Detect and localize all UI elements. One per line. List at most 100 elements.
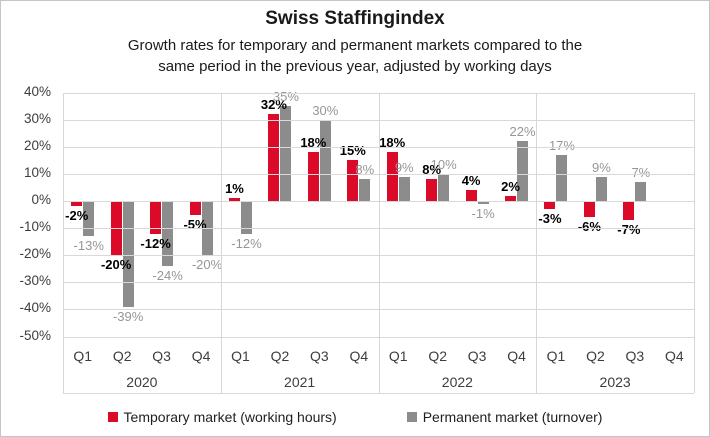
data-label-permanent: 9% [394, 159, 414, 175]
bar-permanent [477, 201, 489, 204]
bar-permanent [635, 182, 647, 201]
data-label-temporary: -12% [140, 235, 171, 251]
x-year-label: 2022 [441, 374, 473, 390]
x-quarter-label: Q4 [507, 348, 526, 364]
bar-temporary [465, 190, 477, 201]
bar-permanent [162, 201, 174, 267]
x-quarter-label: Q1 [231, 348, 250, 364]
bar-temporary [150, 201, 162, 234]
data-label-permanent: 10% [430, 156, 457, 172]
x-quarter-label: Q1 [73, 348, 93, 364]
data-label-permanent: -1% [471, 205, 495, 221]
bar-permanent [517, 141, 529, 201]
x-quarter-label: Q2 [586, 348, 605, 364]
data-label-temporary: -6% [577, 219, 601, 235]
data-label-temporary: 1% [225, 181, 244, 197]
bar-temporary [268, 114, 280, 201]
bar-permanent [556, 154, 568, 201]
bar-temporary [189, 201, 201, 215]
bar-temporary [623, 201, 635, 220]
data-label-temporary: 4% [461, 173, 481, 189]
data-label-permanent: -20% [191, 257, 223, 273]
legend-item-permanent: Permanent market (turnover) [406, 409, 603, 425]
data-label-permanent: -13% [73, 238, 104, 254]
bar-temporary [307, 152, 319, 201]
data-label-permanent: -12% [231, 235, 262, 251]
bar-temporary [426, 179, 438, 201]
data-label-permanent: 22% [509, 124, 536, 140]
y-tick-label: -50% [19, 327, 51, 343]
bar-temporary [228, 198, 240, 201]
x-quarter-label: Q4 [349, 348, 369, 364]
data-label-permanent: 8% [355, 162, 375, 178]
x-year-label: 2021 [284, 374, 316, 390]
x-quarter-label: Q4 [191, 348, 211, 364]
axis-table-bottom-border [63, 393, 694, 394]
y-tick-label: -10% [19, 219, 51, 235]
bar-temporary [386, 152, 398, 201]
data-label-permanent: -24% [152, 268, 183, 284]
data-label-temporary: -3% [538, 211, 562, 227]
data-label-temporary: 18% [379, 135, 406, 151]
chart-title: Swiss Staffingindex [265, 8, 445, 29]
bar-temporary [71, 201, 83, 207]
data-label-temporary: -7% [617, 221, 641, 237]
chart-subtitle-line1: Growth rates for temporary and permanent… [127, 37, 583, 54]
x-quarter-label: Q3 [625, 348, 645, 364]
x-quarter-label: Q3 [467, 348, 487, 364]
y-tick-label: -40% [19, 300, 51, 316]
x-quarter-label: Q2 [270, 348, 290, 364]
data-label-temporary: 32% [260, 97, 287, 113]
data-label-permanent: 9% [592, 159, 611, 175]
bar-permanent [595, 176, 607, 201]
legend-label: Temporary market (working hours) [123, 409, 337, 425]
legend-swatch-temporary-icon [107, 412, 118, 422]
y-tick-label: -30% [19, 273, 51, 289]
data-label-temporary: 2% [501, 178, 520, 194]
year-separator-line [378, 92, 380, 393]
data-label-permanent: 17% [548, 137, 575, 153]
bar-permanent [319, 119, 331, 201]
bar-temporary [583, 201, 595, 218]
bar-temporary [544, 201, 556, 210]
bar-permanent [240, 201, 252, 234]
data-label-temporary: -5% [183, 216, 207, 232]
legend-label: Permanent market (turnover) [422, 409, 603, 425]
bar-temporary [347, 160, 359, 201]
data-label-permanent: -39% [112, 308, 144, 324]
year-separator-line [63, 92, 64, 393]
x-quarter-label: Q3 [152, 348, 171, 364]
bar-permanent [398, 176, 410, 201]
data-label-temporary: 8% [422, 162, 442, 178]
y-tick-label: 20% [23, 137, 51, 153]
year-separator-line [536, 92, 538, 393]
bar-permanent [83, 201, 95, 237]
x-quarter-label: Q1 [388, 348, 408, 364]
y-tick-label: -20% [19, 246, 51, 262]
data-label-permanent: 7% [631, 165, 651, 181]
bar-permanent [280, 106, 292, 201]
y-tick-label: 30% [23, 110, 51, 126]
data-label-temporary: -20% [100, 257, 132, 273]
bar-permanent [359, 179, 371, 201]
x-quarter-label: Q4 [664, 348, 684, 364]
chart-subtitle-line2: same period in the previous year, adjust… [158, 58, 552, 75]
bar-temporary [505, 195, 517, 201]
x-quarter-label: Q2 [428, 348, 447, 364]
chart-subtitle: Growth rates for temporary and permanent… [1, 35, 709, 77]
data-label-permanent: 30% [312, 102, 339, 118]
x-year-label: 2023 [599, 374, 631, 390]
year-separator-line [694, 92, 695, 393]
y-tick-label: 0% [31, 192, 51, 207]
data-label-temporary: 18% [300, 135, 327, 151]
y-tick-label: 40% [23, 83, 51, 99]
bar-permanent [122, 201, 134, 307]
x-year-label: 2020 [126, 374, 158, 390]
legend-swatch-permanent-icon [406, 412, 417, 422]
x-quarter-label: Q3 [310, 348, 329, 364]
year-separator-line [220, 92, 222, 393]
chart-legend: Temporary market (working hours) Permanen… [1, 409, 709, 425]
x-quarter-label: Q2 [112, 348, 132, 364]
y-tick-label: 10% [23, 164, 51, 180]
